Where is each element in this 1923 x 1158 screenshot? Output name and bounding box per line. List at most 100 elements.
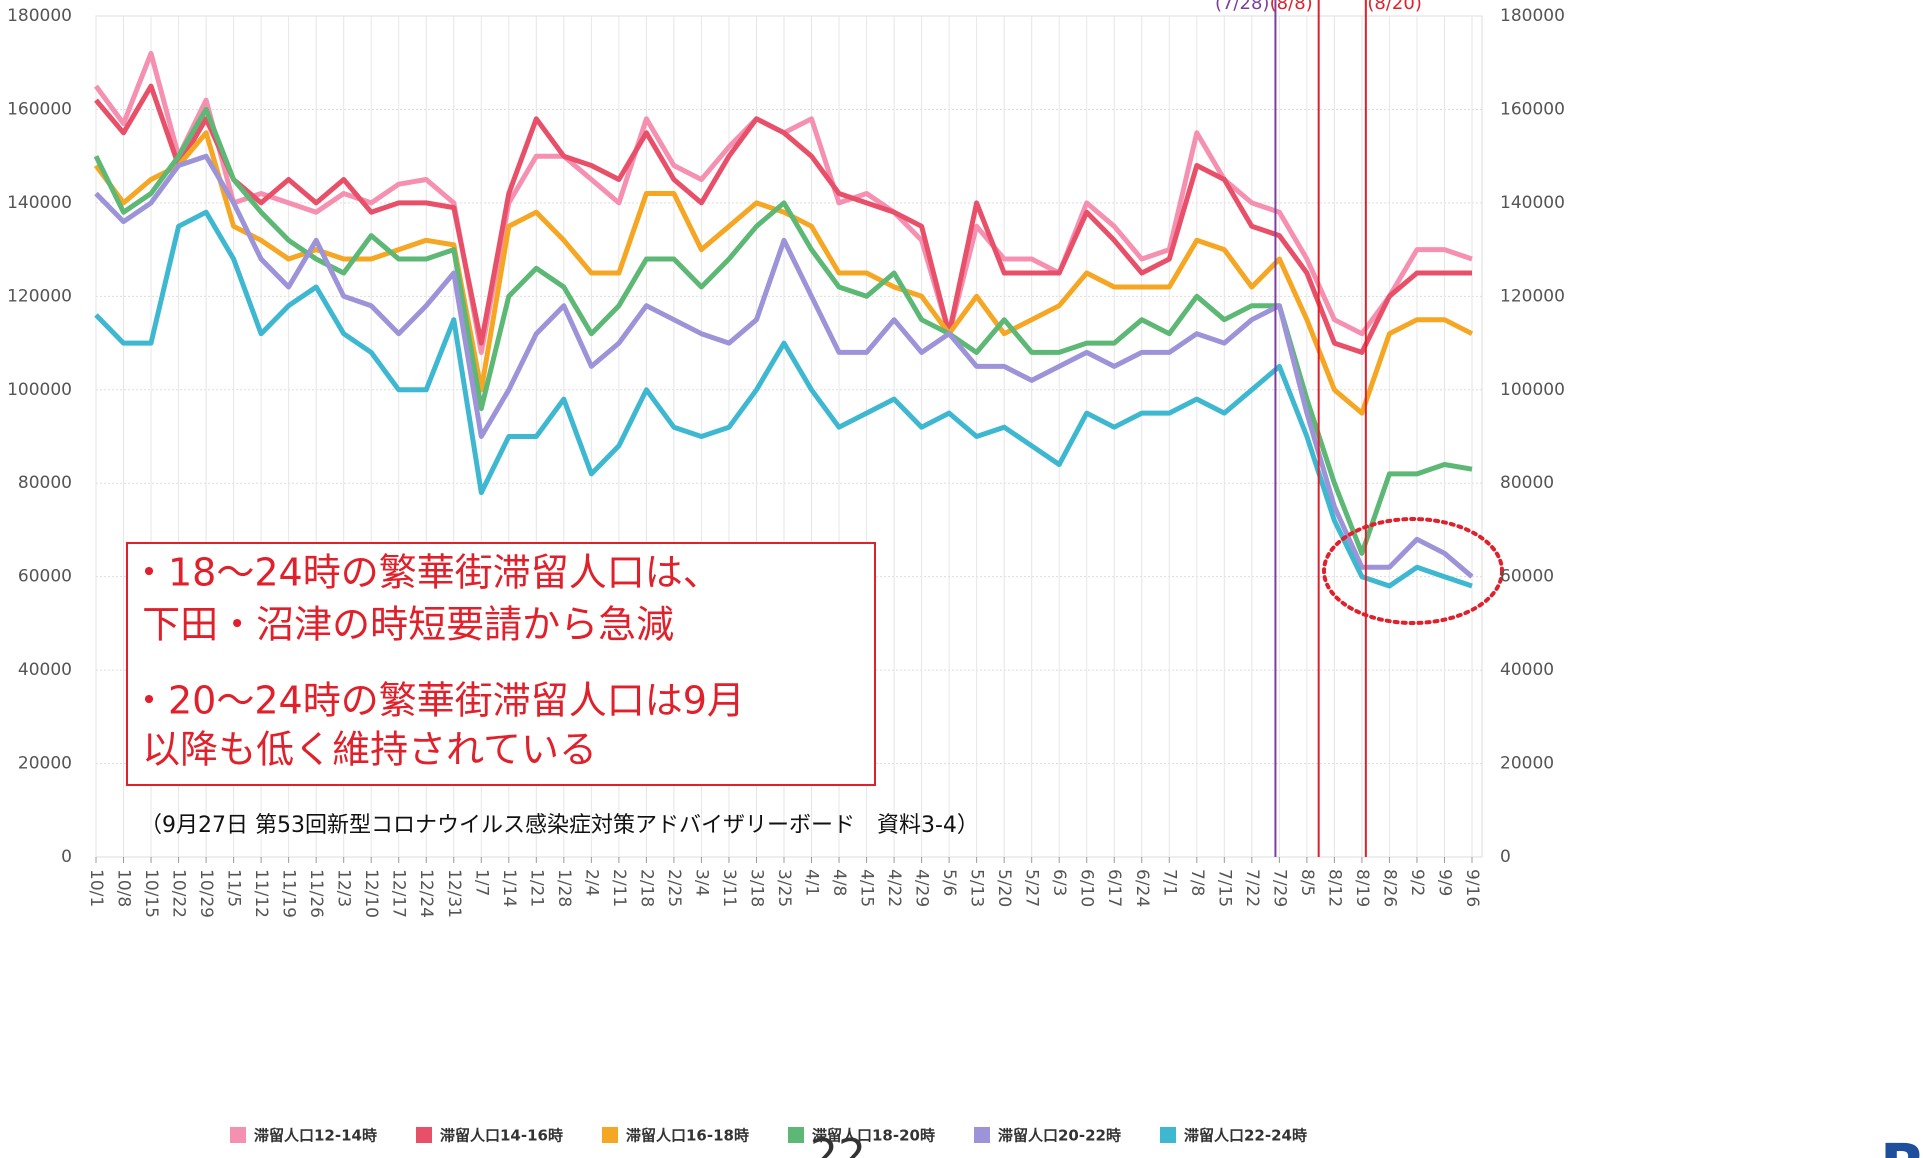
x-tick-label: 10/15	[141, 869, 161, 918]
legend-swatch	[416, 1127, 432, 1143]
x-tick-label: 8/19	[1352, 869, 1372, 907]
legend-swatch	[230, 1127, 246, 1143]
y-tick-label: 100000	[7, 380, 72, 400]
x-tick-label: 8/26	[1379, 869, 1399, 907]
legend-swatch	[788, 1127, 804, 1143]
legend-swatch	[974, 1127, 990, 1143]
x-tick-label: 11/19	[279, 869, 299, 918]
x-tick-label: 3/11	[719, 869, 739, 907]
x-tick-label: 3/4	[691, 869, 711, 896]
legend: 滞留人口12-14時 滞留人口14-16時 滞留人口16-18時 滞留人口18-20時…	[230, 1127, 1307, 1145]
series-line	[94, 83, 1472, 355]
callout-box	[126, 542, 876, 786]
y-tick-label: 180000	[7, 6, 72, 26]
x-tick-label: 10/22	[169, 869, 189, 918]
source-note: （9月27日 第53回新型コロナウイルス感染症対策アドバイザリーボード 資料3-…	[140, 813, 979, 838]
x-tick-label: 10/8	[114, 869, 134, 907]
x-tick-label: 5/20	[994, 869, 1014, 907]
x-tick-label: 5/27	[1022, 869, 1042, 907]
legend-label: 滞留人口22-24時	[1184, 1127, 1307, 1145]
y-tick-label: 0	[61, 847, 72, 867]
legend-label: 滞留人口16-18時	[626, 1127, 749, 1145]
x-tick-label: 10/29	[196, 869, 216, 918]
callout-text: 下田・沼津の時短要請から急減	[130, 603, 674, 647]
x-tick-label: 7/22	[1242, 869, 1262, 907]
x-tick-label: 1/28	[554, 869, 574, 907]
y2-tick-label: 160000	[1500, 99, 1565, 119]
x-tick-label: 12/31	[444, 869, 464, 918]
x-tick-label: 2/4	[581, 869, 601, 896]
y2-tick-label: 80000	[1500, 473, 1554, 493]
series-line	[93, 130, 1474, 416]
legend-label: 滞留人口12-14時	[254, 1127, 377, 1145]
x-tick-label: 3/25	[774, 869, 794, 907]
legend-swatch	[602, 1127, 618, 1143]
x-tick-label: 8/5	[1297, 869, 1317, 896]
legend-label: 滞留人口14-16時	[440, 1127, 563, 1145]
x-tick-label: 11/12	[251, 869, 271, 918]
series-line	[94, 209, 1473, 589]
x-tick-label: 3/18	[746, 869, 766, 907]
x-tick-label: 4/22	[884, 869, 904, 907]
x-tick-label: 10/1	[86, 869, 106, 907]
x-tick-label: 4/8	[829, 869, 849, 896]
x-tick-label: 6/24	[1132, 869, 1152, 907]
x-tick-label: 2/25	[664, 869, 684, 907]
y-tick-label: 60000	[18, 567, 72, 587]
y2-tick-label: 140000	[1500, 193, 1565, 213]
y-tick-label: 80000	[18, 473, 72, 493]
x-tick-label: 6/3	[1049, 869, 1069, 896]
x-tick-label: 12/24	[416, 869, 436, 918]
page-number: 22	[810, 1130, 866, 1158]
series-line	[94, 153, 1474, 579]
y2-tick-label: 40000	[1500, 660, 1554, 680]
y2-tick-label: 120000	[1500, 286, 1565, 306]
x-tick-label: 7/1	[1159, 869, 1179, 896]
x-tick-label: 9/9	[1434, 869, 1454, 896]
y-tick-label: 120000	[7, 286, 72, 306]
x-tick-label: 1/7	[471, 869, 491, 896]
y2-tick-label: 20000	[1500, 754, 1554, 774]
x-tick-label: 5/13	[967, 869, 987, 907]
highlight-ellipse	[1322, 517, 1504, 625]
x-tick-label: 11/26	[306, 869, 326, 918]
y2-tick-label: 180000	[1500, 6, 1565, 26]
logo: R	[1880, 1132, 1923, 1158]
y-tick-label: 160000	[7, 99, 72, 119]
x-tick-label: 6/10	[1077, 869, 1097, 907]
lines	[93, 50, 1474, 589]
y-tick-label: 20000	[18, 754, 72, 774]
callout-text: 以降も低く維持されている	[130, 728, 597, 772]
x-tick-label: 4/29	[912, 869, 932, 907]
x-tick-label: 9/2	[1407, 869, 1427, 896]
y2-tick-label: 60000	[1500, 567, 1554, 587]
callout-text: ・20～24時の繁華街滞留人口は9月	[130, 679, 745, 723]
x-tick-label: 1/14	[499, 869, 519, 907]
x-tick-label: 2/18	[636, 869, 656, 907]
y-tick-label: 140000	[7, 193, 72, 213]
legend-label: 滞留人口18-20時	[812, 1127, 935, 1145]
x-tick-label: 12/10	[361, 869, 381, 918]
reference-label: (8/20)	[1367, 0, 1421, 14]
x-tick-label: 12/3	[334, 869, 354, 907]
y2-tick-label: 100000	[1500, 380, 1565, 400]
x-tick-label: 7/29	[1269, 869, 1289, 907]
x-tick-label: 9/16	[1462, 869, 1482, 907]
x-tick-label: 5/6	[939, 869, 959, 896]
x-tick-label: 8/12	[1324, 869, 1344, 907]
x-tick-label: 12/17	[389, 869, 409, 918]
x-tick-label: 4/1	[802, 869, 822, 896]
x-tick-label: 2/11	[609, 869, 629, 907]
legend-swatch	[1160, 1127, 1176, 1143]
legend-label: 滞留人口20-22時	[998, 1127, 1121, 1145]
x-tick-label: 11/5	[224, 869, 244, 907]
reference-label: (7/28)	[1215, 0, 1269, 14]
x-tick-label: 7/15	[1214, 869, 1234, 907]
reference-label: (8/8)	[1270, 0, 1313, 14]
callout-text: ・18～24時の繁華街滞留人口は、	[130, 551, 721, 595]
y2-tick-label: 0	[1500, 847, 1511, 867]
x-tick-label: 1/21	[526, 869, 546, 907]
x-tick-label: 6/17	[1104, 869, 1124, 907]
x-tick-label: 7/8	[1187, 869, 1207, 896]
